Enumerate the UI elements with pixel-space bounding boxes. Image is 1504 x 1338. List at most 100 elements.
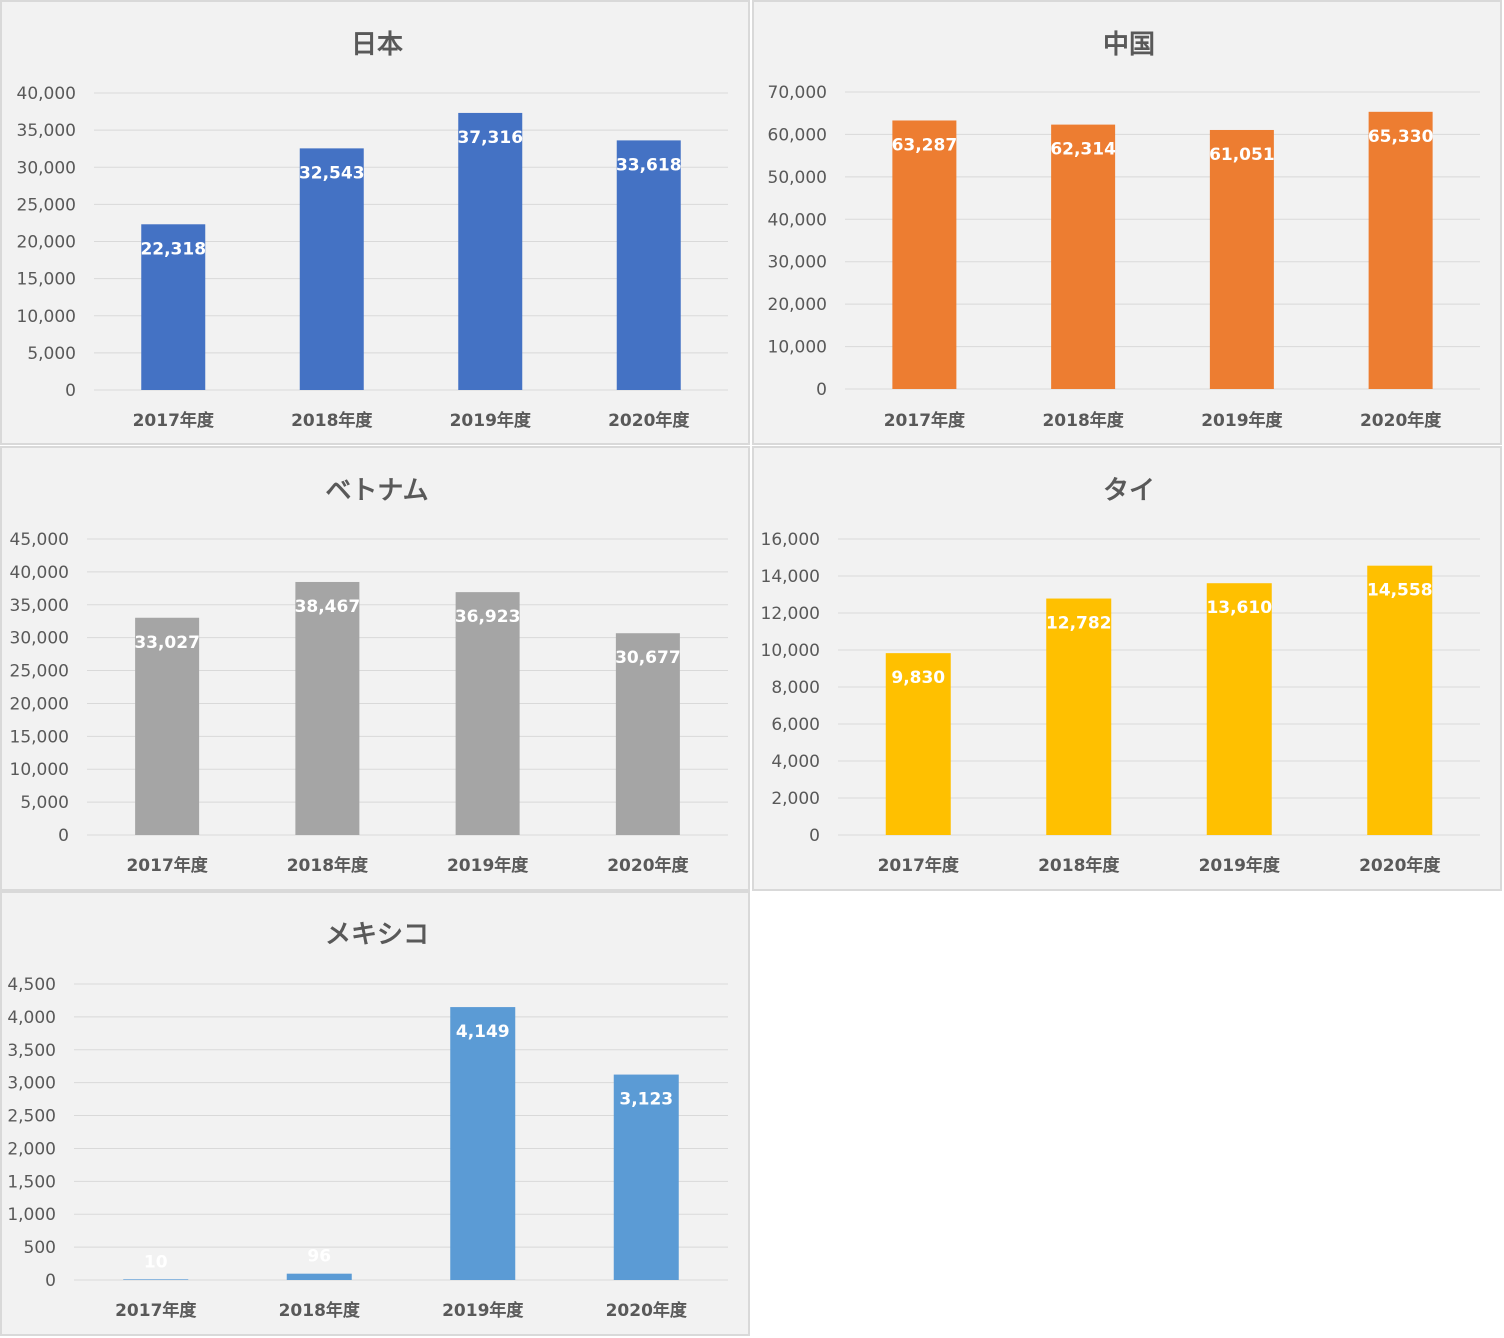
y-tick-label: 30,000 (768, 253, 827, 273)
data-label: 96 (307, 1247, 331, 1267)
y-tick-label: 14,000 (761, 567, 820, 587)
data-label: 4,149 (456, 1022, 510, 1042)
bar (286, 1273, 352, 1280)
y-tick-label: 15,000 (10, 727, 69, 747)
bar (135, 617, 200, 835)
bar (123, 1279, 189, 1280)
chart-panel-mexico: メキシコ 0 500 1,000 1,500 2,000 2,500 3,000 3,500 4,… (0, 891, 750, 1336)
x-tick-label: 2018年度 (291, 410, 373, 431)
bar (1209, 129, 1274, 389)
x-tick-label: 2018年度 (1042, 410, 1124, 431)
x-tick-label: 2017年度 (878, 855, 960, 876)
y-tick-label: 30,000 (10, 629, 69, 649)
data-label: 32,543 (299, 163, 365, 183)
bar (1051, 124, 1116, 390)
y-tick-label: 30,000 (17, 158, 76, 178)
chart-panel-thailand: タイ 0 2,000 4,000 6,000 8,000 10,000 12,000 14,00… (752, 446, 1502, 891)
y-tick-label: 70,000 (768, 83, 827, 103)
y-tick-label: 4,000 (771, 752, 820, 772)
data-label: 9,830 (891, 668, 945, 688)
bar (1046, 598, 1112, 835)
data-label: 37,316 (457, 128, 523, 148)
y-tick-label: 20,000 (17, 233, 76, 253)
bar (885, 653, 951, 835)
y-tick-label: 4,500 (7, 975, 56, 995)
x-tick-label: 2019年度 (1201, 410, 1283, 431)
y-tick-label: 2,000 (7, 1139, 56, 1159)
y-tick-label: 10,000 (768, 338, 827, 358)
y-tick-label: 1,000 (7, 1205, 56, 1225)
x-tick-label: 2017年度 (115, 1300, 197, 1321)
data-label: 12,782 (1046, 614, 1112, 634)
data-label: 63,287 (892, 135, 958, 155)
y-tick-label: 40,000 (17, 84, 76, 104)
y-tick-label: 15,000 (17, 270, 76, 290)
chart-panel-china: 中国 0 10,000 20,000 30,000 40,000 50,000 60,000 7… (752, 0, 1502, 445)
data-label: 3,123 (619, 1090, 673, 1110)
y-tick-label: 40,000 (768, 210, 827, 230)
y-tick-label: 60,000 (768, 125, 827, 145)
y-tick-label: 35,000 (10, 596, 69, 616)
chart-panel-vietnam: ベトナム 0 5,000 10,000 15,000 20,000 25,000 30,000… (0, 446, 750, 891)
chart-svg: タイ 0 2,000 4,000 6,000 8,000 10,000 12,000 14,00… (761, 476, 1480, 876)
bar (299, 148, 364, 390)
data-label: 62,314 (1050, 140, 1116, 160)
bar (295, 581, 360, 835)
y-tick-label: 1,500 (7, 1172, 56, 1192)
chart-svg: 日本 0 5,000 10,000 15,000 20,000 25,000 30,000 35… (17, 30, 728, 431)
y-tick-label: 4,000 (7, 1008, 56, 1028)
data-label: 33,618 (616, 155, 682, 175)
bar (1368, 111, 1433, 389)
y-tick-label: 0 (809, 826, 820, 846)
chart-title: 中国 (1103, 30, 1155, 60)
data-label: 14,558 (1367, 581, 1433, 601)
y-tick-label: 40,000 (10, 563, 69, 583)
x-tick-label: 2020年度 (1359, 855, 1441, 876)
x-tick-label: 2020年度 (607, 855, 689, 876)
y-tick-label: 25,000 (17, 195, 76, 215)
y-tick-label: 0 (58, 826, 69, 846)
bar (892, 120, 957, 389)
chart-svg: ベトナム 0 5,000 10,000 15,000 20,000 25,000 30,000… (10, 476, 728, 876)
y-tick-label: 50,000 (768, 168, 827, 188)
y-tick-label: 10,000 (761, 641, 820, 661)
x-tick-label: 2018年度 (279, 1300, 361, 1321)
chart-title: メキシコ (325, 920, 429, 950)
y-tick-label: 5,000 (20, 793, 69, 813)
bar (1206, 583, 1272, 835)
y-tick-label: 6,000 (771, 715, 820, 735)
x-tick-label: 2020年度 (608, 410, 690, 431)
chart-svg: 中国 0 10,000 20,000 30,000 40,000 50,000 60,000 7… (768, 30, 1480, 431)
y-tick-label: 2,000 (771, 789, 820, 809)
y-tick-label: 3,500 (7, 1041, 56, 1061)
chart-title: 日本 (351, 30, 403, 60)
x-tick-label: 2017年度 (133, 410, 215, 431)
bar (616, 140, 681, 390)
x-tick-label: 2019年度 (450, 410, 532, 431)
x-tick-label: 2018年度 (1038, 855, 1120, 876)
x-tick-label: 2017年度 (884, 410, 966, 431)
data-label: 36,923 (455, 607, 521, 627)
data-label: 10 (144, 1252, 168, 1272)
chart-panel-japan: 日本 0 5,000 10,000 15,000 20,000 25,000 30,000 35… (0, 0, 750, 445)
bar (615, 633, 680, 835)
y-tick-label: 35,000 (17, 121, 76, 141)
data-label: 30,677 (615, 648, 681, 668)
data-label: 61,051 (1209, 145, 1275, 165)
x-tick-label: 2020年度 (606, 1300, 688, 1321)
bar (1367, 565, 1433, 835)
x-tick-label: 2017年度 (126, 855, 208, 876)
y-tick-label: 16,000 (761, 530, 820, 550)
y-tick-label: 25,000 (10, 662, 69, 682)
x-tick-label: 2019年度 (447, 855, 529, 876)
y-tick-label: 12,000 (761, 604, 820, 624)
y-tick-label: 10,000 (10, 760, 69, 780)
y-tick-label: 0 (816, 380, 827, 400)
y-tick-label: 8,000 (771, 678, 820, 698)
x-tick-label: 2020年度 (1360, 410, 1442, 431)
bar (141, 224, 206, 390)
x-tick-label: 2019年度 (442, 1300, 524, 1321)
y-tick-label: 2,500 (7, 1107, 56, 1127)
bar (613, 1074, 679, 1280)
y-tick-label: 20,000 (10, 694, 69, 714)
